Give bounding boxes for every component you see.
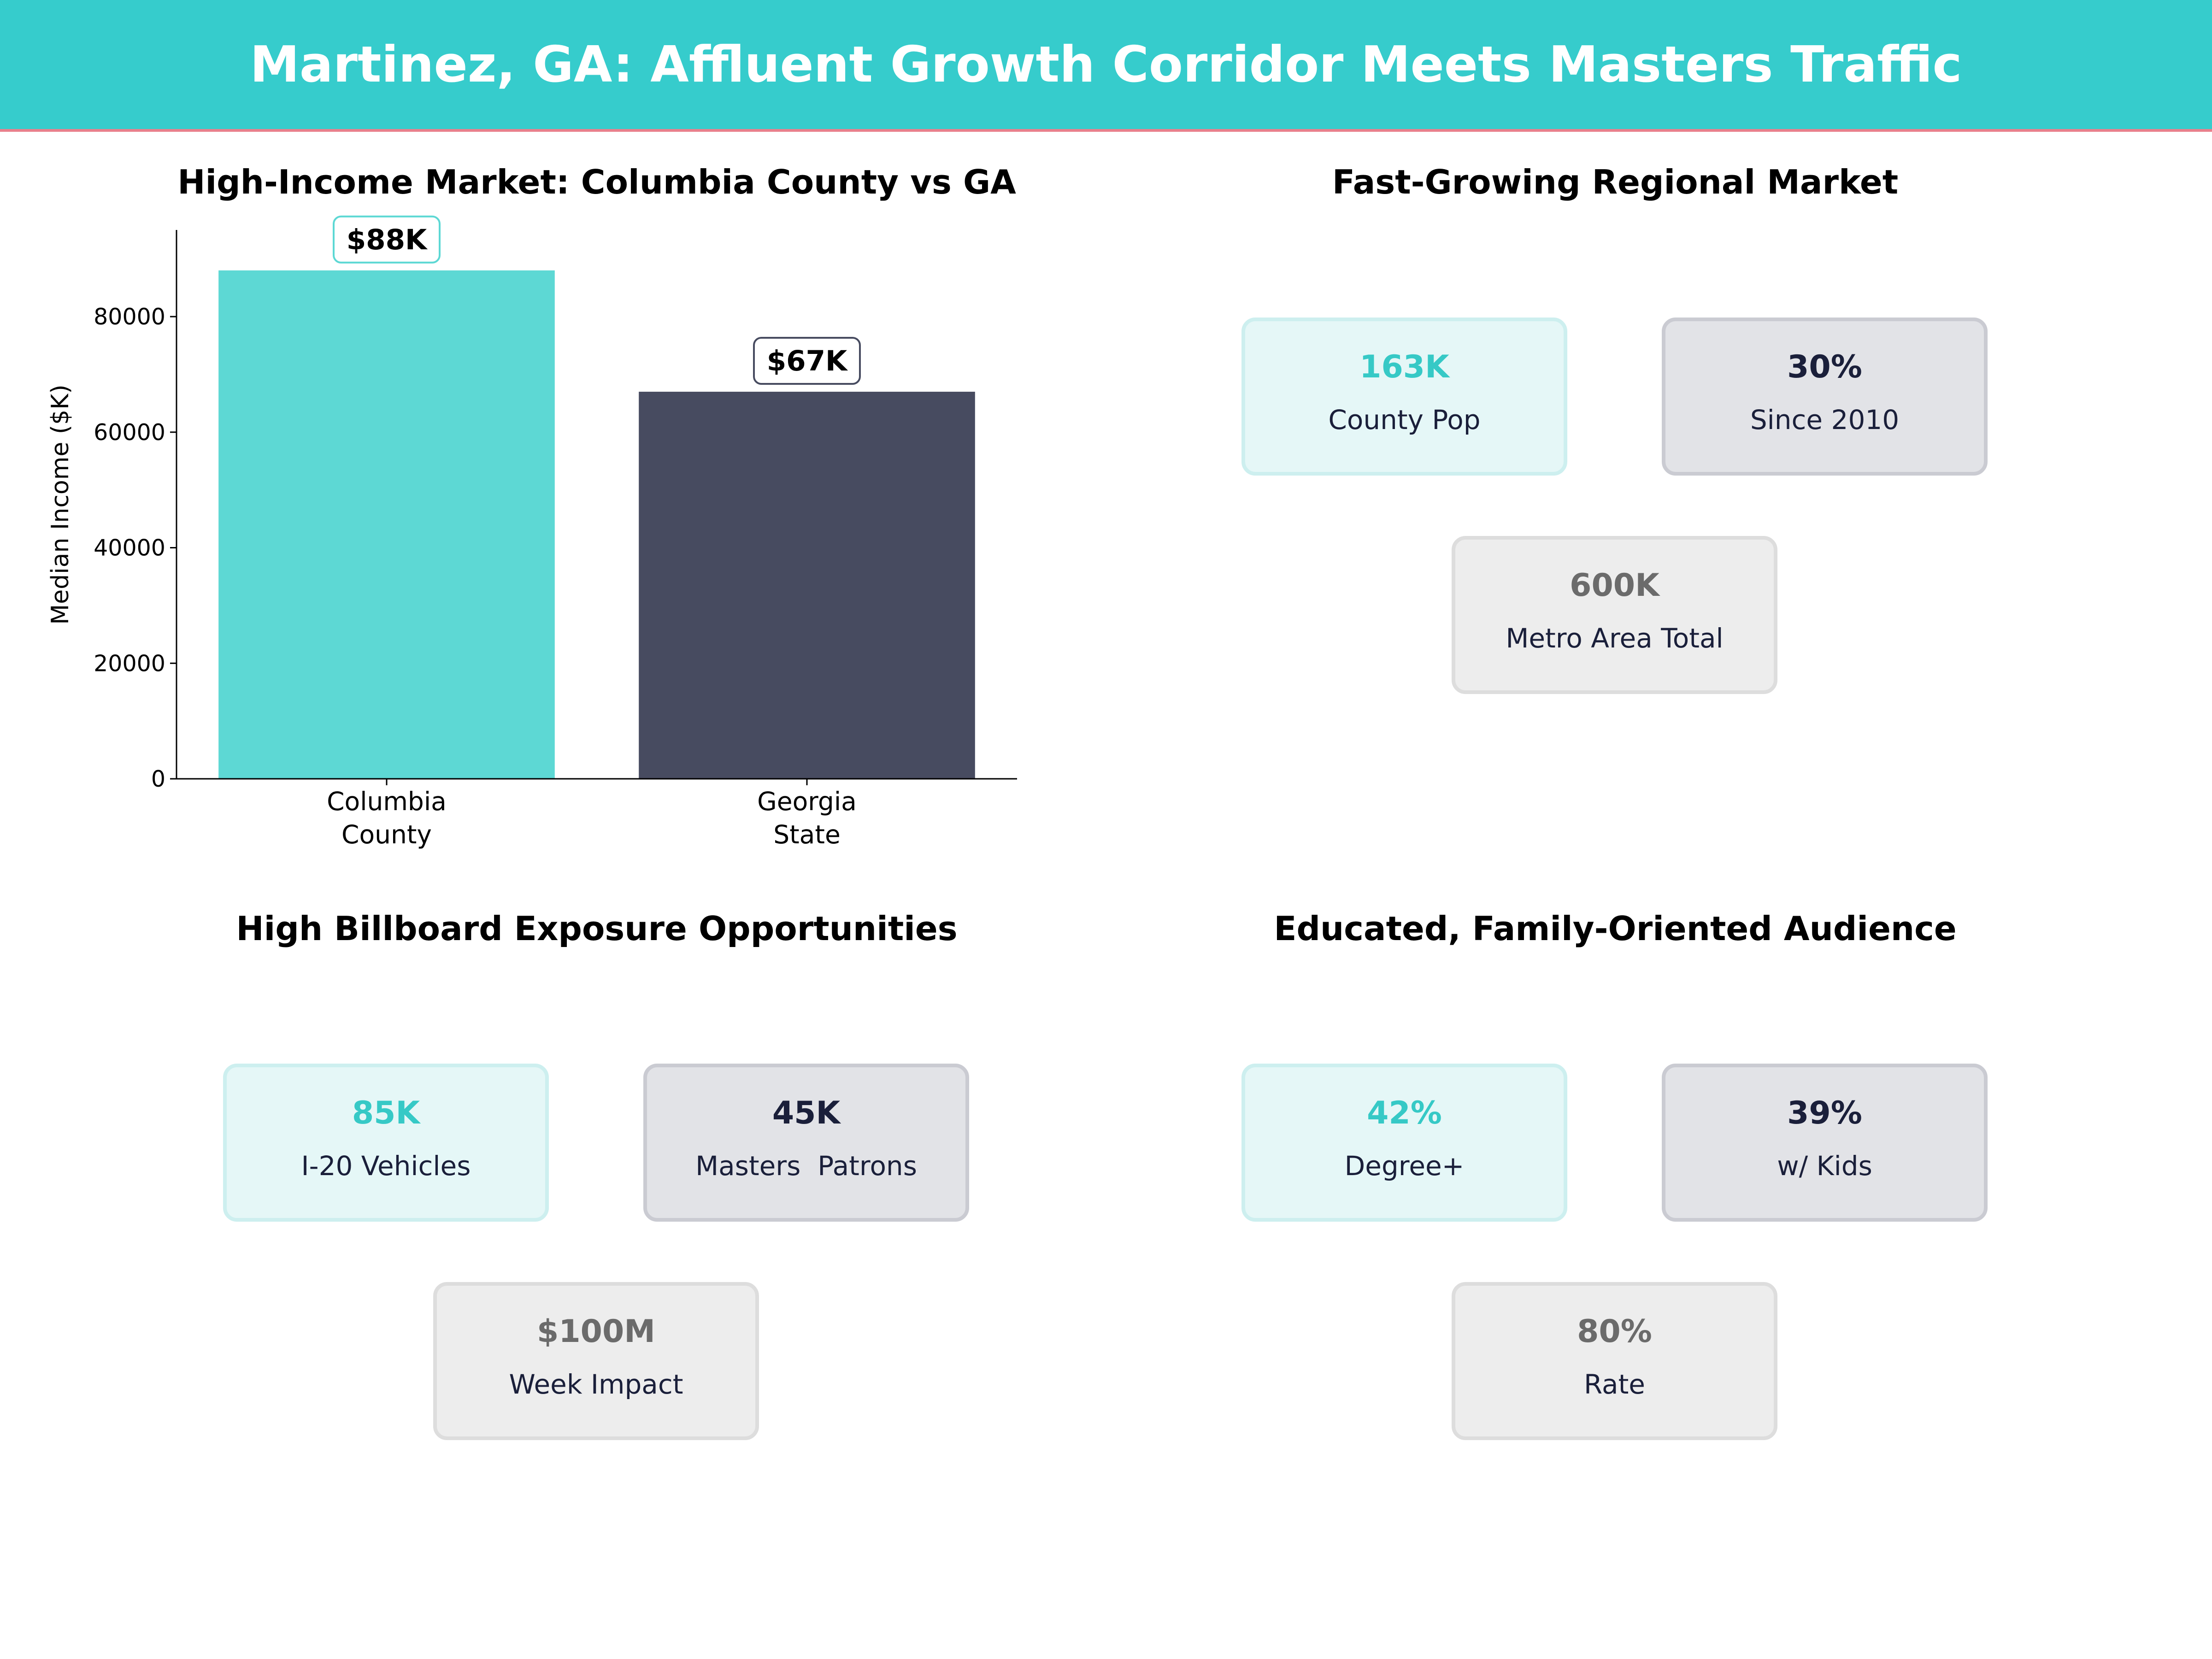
stat-value: $100M [537, 1313, 655, 1350]
stat-card-week-impact: $100M Week Impact [433, 1282, 759, 1440]
bar [639, 392, 975, 779]
stat-label: Masters Patrons [695, 1150, 917, 1182]
y-tick-label: 20000 [94, 650, 165, 677]
stat-label: Metro Area Total [1506, 623, 1724, 654]
page-title: Martinez, GA: Affluent Growth Corridor M… [250, 35, 1962, 94]
stat-label: w/ Kids [1777, 1150, 1872, 1182]
stat-card-masters-patrons: 45K Masters Patrons [643, 1064, 969, 1222]
y-tick-label: 40000 [94, 535, 165, 561]
stat-value: 163K [1359, 349, 1449, 385]
stat-label: I-20 Vehicles [301, 1150, 471, 1182]
income-bar-chart: $88K Columbia County $67K Georgia State 0 20000… [47, 215, 1017, 849]
stat-label: Degree+ [1344, 1150, 1465, 1182]
stat-label: County Pop [1328, 404, 1481, 435]
stat-label: Rate [1584, 1369, 1645, 1400]
stat-value: 45K [772, 1095, 841, 1131]
stat-card-rate: 80% Rate [1452, 1282, 1777, 1440]
x-tick-label: Columbia [327, 787, 447, 816]
data-label: $88K [347, 224, 428, 256]
data-label: $67K [767, 345, 848, 377]
stat-value: 42% [1367, 1095, 1442, 1131]
stat-card-with-kids: 39% w/ Kids [1662, 1064, 1988, 1222]
stat-card-county-pop: 163K County Pop [1241, 318, 1567, 476]
stat-label: Since 2010 [1750, 404, 1900, 435]
chart-title: High-Income Market: Columbia County vs G… [177, 163, 1016, 201]
data-label-box [753, 337, 861, 385]
y-axis-label: Median Income ($K) [47, 384, 74, 624]
x-tick-label: Georgia [757, 787, 857, 816]
x-tick-label: State [773, 820, 841, 849]
y-tick-label: 0 [151, 766, 165, 792]
stat-label: Week Impact [509, 1369, 683, 1400]
stat-card-since-2010: 30% Since 2010 [1662, 318, 1988, 476]
data-label-box [333, 215, 441, 264]
stat-value: 85K [352, 1095, 420, 1131]
y-tick-label: 80000 [94, 304, 165, 330]
billboard-panel-title: High Billboard Exposure Opportunities [236, 909, 958, 948]
stat-value: 39% [1787, 1095, 1862, 1131]
stat-value: 30% [1787, 349, 1862, 385]
stat-card-degree: 42% Degree+ [1241, 1064, 1567, 1222]
stat-card-i20-vehicles: 85K I-20 Vehicles [223, 1064, 549, 1222]
stat-card-metro-total: 600K Metro Area Total [1452, 536, 1777, 694]
growth-panel-title: Fast-Growing Regional Market [1332, 163, 1899, 201]
audience-panel-title: Educated, Family-Oriented Audience [1274, 909, 1957, 948]
stat-value: 80% [1577, 1313, 1652, 1350]
x-tick-label: County [341, 820, 432, 849]
stat-value: 600K [1570, 567, 1659, 604]
y-tick-label: 60000 [94, 419, 165, 446]
bar [218, 270, 555, 779]
header-banner: Martinez, GA: Affluent Growth Corridor M… [0, 0, 2212, 132]
